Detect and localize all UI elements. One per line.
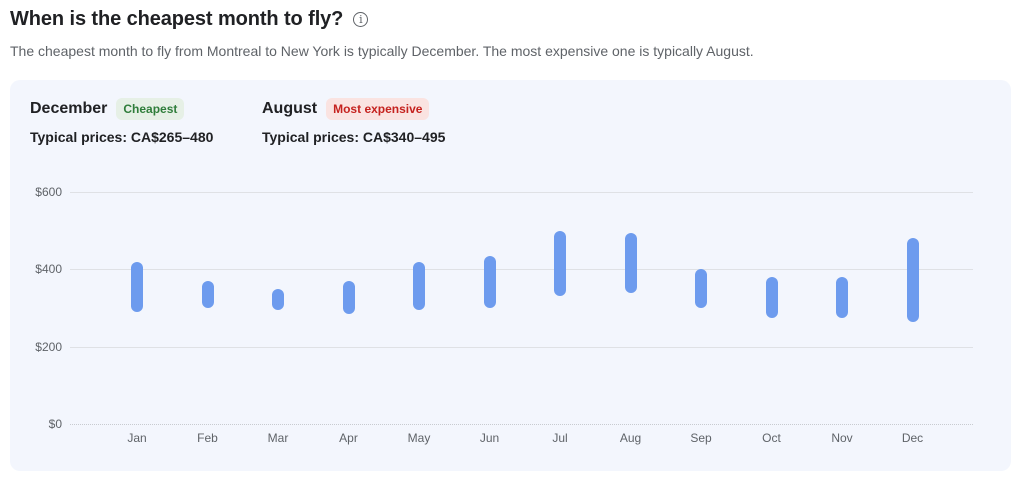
x-axis-label: Oct — [762, 431, 781, 445]
price-range-bar-oct[interactable] — [765, 277, 778, 318]
price-range-bar-aug[interactable] — [624, 232, 637, 293]
x-axis-label: Mar — [267, 431, 289, 445]
price-range-bar-jan[interactable] — [131, 261, 143, 312]
price-range-bar-jul[interactable] — [554, 230, 566, 297]
gridline — [70, 269, 973, 271]
gridline — [70, 346, 973, 348]
x-axis-label: May — [407, 431, 431, 445]
y-axis-label: $200 — [35, 339, 62, 354]
price-range-bar-dec[interactable] — [906, 238, 919, 322]
info-icon[interactable]: i — [353, 12, 369, 27]
chart-panel: December Cheapest Typical prices: CA$265… — [10, 80, 1011, 471]
expensive-prices: Typical prices: CA$340–495 — [262, 129, 446, 145]
cheapest-month: December — [30, 100, 108, 117]
price-range-bar-sep[interactable] — [695, 269, 707, 308]
expensive-summary: August Most expensive Typical prices: CA… — [262, 97, 445, 145]
x-axis-label: Sep — [690, 431, 712, 445]
x-axis-label: Jun — [479, 431, 500, 445]
price-range-bar-may[interactable] — [413, 261, 425, 310]
x-axis-label: Jan — [127, 431, 147, 445]
x-axis-label: Feb — [197, 431, 218, 445]
y-axis-label: $0 — [48, 417, 62, 431]
x-axis-label: Apr — [339, 431, 358, 445]
gridline — [70, 424, 973, 425]
gridline — [70, 192, 973, 193]
price-range-chart: $0 $200 $400 $600 Jan Feb Mar Apr May Jun Jul Aug Se… — [10, 80, 1011, 471]
price-range-bar-nov[interactable] — [836, 277, 848, 318]
price-range-bar-mar[interactable] — [272, 288, 284, 310]
x-axis-label: Jul — [552, 431, 568, 445]
price-range-bar-jun[interactable] — [483, 255, 496, 308]
price-range-bar-apr[interactable] — [342, 280, 355, 314]
x-axis-label: Dec — [901, 431, 924, 445]
page-title: When is the cheapest month to fly? i — [10, 8, 369, 31]
x-axis-label: Nov — [831, 431, 853, 445]
cheapest-prices: Typical prices: CA$265–480 — [30, 129, 214, 145]
cheapest-badge: Cheapest — [116, 98, 185, 120]
expensive-month: August — [262, 100, 318, 117]
subtitle: The cheapest month to fly from Montreal … — [10, 43, 754, 59]
y-axis-label: $600 — [35, 185, 62, 199]
x-axis-label: Aug — [619, 431, 642, 445]
title-text: When is the cheapest month to fly? — [10, 8, 344, 30]
price-range-bar-feb[interactable] — [201, 280, 214, 308]
y-axis-label: $400 — [35, 262, 62, 277]
expensive-badge: Most expensive — [326, 98, 430, 120]
cheapest-summary: December Cheapest Typical prices: CA$265… — [30, 97, 213, 145]
